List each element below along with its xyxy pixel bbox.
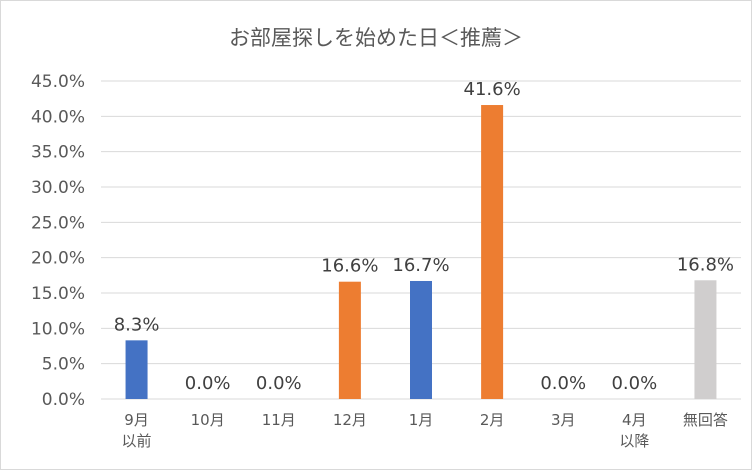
bar <box>338 281 361 399</box>
x-axis-categories: 9月以前 10月 11月 12月 1月 2月 3月 4月以降 無回答 <box>122 411 728 450</box>
data-label: 0.0% <box>185 373 231 394</box>
data-label: 16.7% <box>392 255 449 276</box>
y-tick-label: 20.0% <box>31 249 85 269</box>
bar <box>694 280 717 399</box>
y-axis-ticks: 0.0% 5.0% 10.0% 15.0% 20.0% 25.0% 30.0% 35.0% 40… <box>31 72 85 410</box>
y-tick-label: 5.0% <box>42 355 85 375</box>
bar <box>125 340 148 399</box>
x-category-label: 4月以降 <box>619 411 649 450</box>
bar <box>410 280 432 399</box>
data-label: 0.0% <box>611 373 657 394</box>
y-tick-label: 45.0% <box>31 72 85 92</box>
bar <box>481 105 504 399</box>
gridlines <box>101 80 741 400</box>
x-category-label: 3月 <box>551 411 576 429</box>
y-tick-label: 30.0% <box>31 178 85 198</box>
x-category-label: 2月 <box>480 411 505 429</box>
bars <box>125 105 717 399</box>
x-category-label: 1月 <box>409 411 434 429</box>
x-category-label: 11月 <box>262 411 296 429</box>
data-label: 8.3% <box>114 314 160 335</box>
x-category-label: 10月 <box>191 411 225 429</box>
y-tick-label: 15.0% <box>31 284 85 304</box>
y-tick-label: 40.0% <box>31 107 85 127</box>
x-category-label: 無回答 <box>683 411 728 429</box>
data-labels: 8.3% 0.0% 0.0% 16.6% 16.7% 41.6% 0.0% 0.0% 16.8% <box>114 79 734 394</box>
y-tick-label: 35.0% <box>31 143 85 163</box>
data-label: 41.6% <box>464 79 521 100</box>
data-label: 0.0% <box>540 373 586 394</box>
chart-title: お部屋探しを始めた日＜推薦＞ <box>229 26 523 50</box>
x-category-label: 12月 <box>333 411 367 429</box>
y-tick-label: 0.0% <box>42 390 85 410</box>
data-label: 16.6% <box>321 256 378 277</box>
data-label: 16.8% <box>677 254 734 275</box>
x-category-label: 9月以前 <box>122 411 152 450</box>
y-tick-label: 25.0% <box>31 213 85 233</box>
y-tick-label: 10.0% <box>31 319 85 339</box>
data-label: 0.0% <box>256 373 302 394</box>
